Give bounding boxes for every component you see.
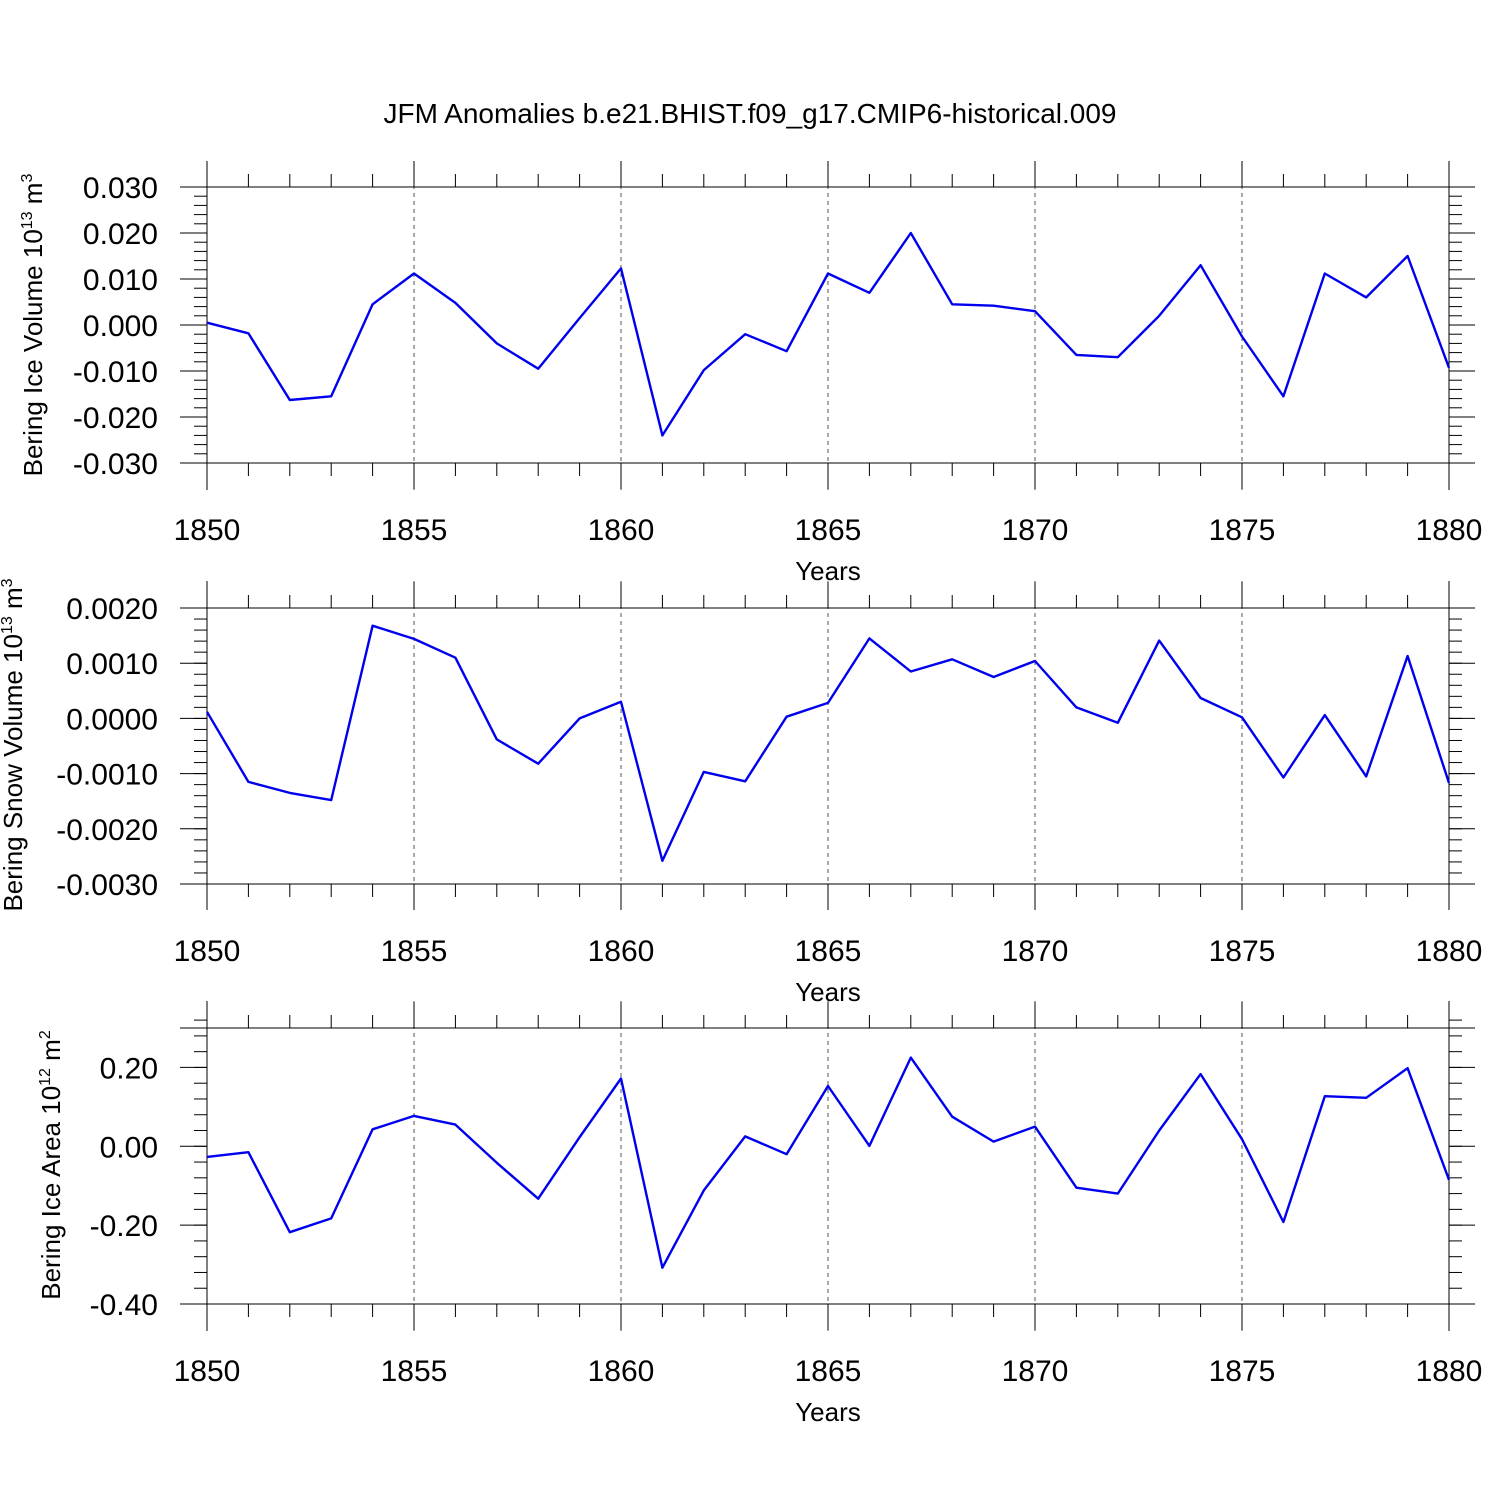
y-axis-title-main: Bering Snow Volume 10 — [0, 634, 28, 912]
panel-ice-area: -0.40 -0.20 0.00 0.20 1850 1855 1860 1865 1870 18… — [36, 1001, 1482, 1427]
x-tick-label: 1880 — [1416, 935, 1483, 968]
y-axis-title-unit: m — [18, 183, 48, 212]
y-tick-label: -0.0030 — [56, 869, 158, 902]
x-tick-label: 1855 — [381, 514, 448, 547]
y-tick-label: 0.0020 — [66, 593, 158, 626]
y-axis-title-exponent: 12 — [37, 1068, 54, 1086]
x-tick-label: 1875 — [1209, 1355, 1276, 1388]
y-tick-label: 0.020 — [83, 218, 158, 251]
x-tick-label: 1855 — [381, 935, 448, 968]
x-tick-label: 1865 — [795, 935, 862, 968]
x-tick-label: 1850 — [174, 935, 241, 968]
x-tick-label: 1860 — [588, 1355, 655, 1388]
y-axis-title-unit-exponent: 3 — [19, 174, 36, 183]
y-tick-label: 0.00 — [100, 1131, 158, 1164]
series-line-ice-volume — [206, 231, 1451, 437]
y-axis-title-main: Bering Ice Volume 10 — [18, 229, 48, 476]
x-tick-label: 1850 — [174, 514, 241, 547]
y-tick-label: -0.030 — [73, 448, 158, 481]
y-tick-label: -0.0010 — [56, 759, 158, 792]
y-tick-label: -0.40 — [90, 1289, 158, 1322]
x-tick-label: 1870 — [1002, 1355, 1069, 1388]
x-tick-label: 1880 — [1416, 1355, 1483, 1388]
y-tick-label: -0.010 — [73, 356, 158, 389]
y-tick-label: -0.0020 — [56, 814, 158, 847]
x-tick-label: 1880 — [1416, 514, 1483, 547]
y-axis-title-exponent: 13 — [19, 211, 36, 229]
x-tick-label: 1870 — [1002, 935, 1069, 968]
y-tick-label: 0.030 — [83, 172, 158, 205]
y-axis-title-unit-exponent: 2 — [37, 1030, 54, 1039]
y-axis-title: Bering Ice Area 1012 m2 — [36, 1030, 66, 1300]
series-line-snow-volume — [205, 624, 1451, 862]
y-axis-title: Bering Snow Volume 1013 m3 — [0, 578, 28, 911]
y-tick-label: 0.000 — [83, 310, 158, 343]
y-tick-label: -0.020 — [73, 402, 158, 435]
y-axis-title: Bering Ice Volume 1013 m3 — [18, 174, 48, 477]
y-tick-label: 0.20 — [100, 1052, 158, 1085]
x-tick-label: 1870 — [1002, 514, 1069, 547]
y-tick-label: 0.0010 — [66, 648, 158, 681]
x-tick-label: 1860 — [588, 514, 655, 547]
y-axis-title-unit-exponent: 3 — [0, 578, 16, 587]
chart-title: JFM Anomalies b.e21.BHIST.f09_g17.CMIP6-… — [383, 98, 1116, 129]
x-tick-label: 1855 — [381, 1355, 448, 1388]
x-tick-label: 1865 — [795, 514, 862, 547]
y-tick-label: -0.20 — [90, 1210, 158, 1243]
y-axis-title-unit: m — [36, 1039, 66, 1068]
x-tick-label: 1860 — [588, 935, 655, 968]
y-tick-label: 0.0000 — [66, 703, 158, 736]
y-axis-title-unit: m — [0, 587, 28, 616]
x-tick-label: 1875 — [1209, 514, 1276, 547]
y-axis-title-main: Bering Ice Area 10 — [36, 1086, 66, 1300]
series-line-ice-area — [206, 1056, 1451, 1269]
x-tick-label: 1865 — [795, 1355, 862, 1388]
x-tick-label: 1875 — [1209, 935, 1276, 968]
panel-snow-volume: -0.0030 -0.0020 -0.0010 0.0000 0.0010 0.0020 1… — [0, 578, 1482, 1007]
y-tick-label: 0.010 — [83, 264, 158, 297]
x-tick-label: 1850 — [174, 1355, 241, 1388]
x-axis-title: Years — [795, 1397, 861, 1427]
panel-ice-volume: -0.030 -0.020 -0.010 0.000 0.010 0.020 0.030 18… — [18, 161, 1482, 586]
y-axis-title-exponent: 13 — [0, 616, 16, 634]
